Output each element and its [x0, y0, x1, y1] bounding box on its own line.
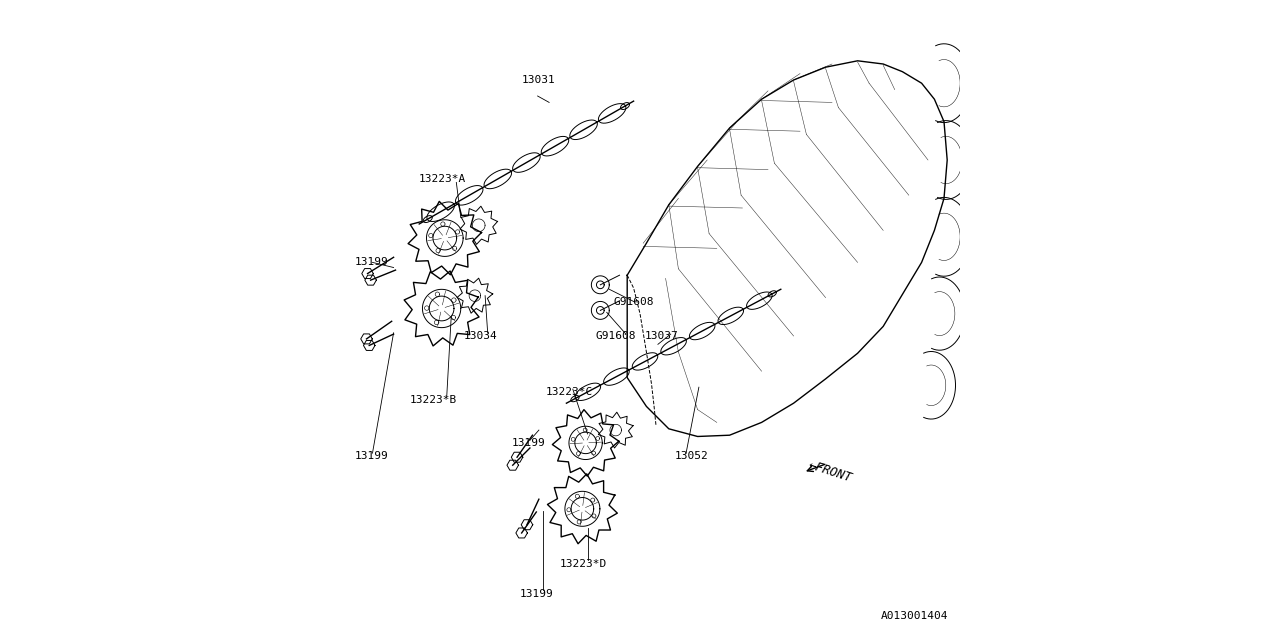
- Text: G91608: G91608: [595, 331, 636, 341]
- Text: 13223*A: 13223*A: [420, 174, 466, 184]
- Text: 13031: 13031: [522, 75, 556, 85]
- Text: 13223*D: 13223*D: [561, 559, 607, 570]
- Text: 13199: 13199: [512, 438, 545, 448]
- Text: A013001404: A013001404: [881, 611, 948, 621]
- Text: 13199: 13199: [520, 589, 553, 599]
- Text: 13034: 13034: [465, 331, 498, 341]
- Text: 13199: 13199: [356, 257, 389, 268]
- Text: 13052: 13052: [676, 451, 709, 461]
- Text: 13199: 13199: [356, 451, 389, 461]
- Text: 13037: 13037: [645, 331, 678, 341]
- Text: 13223*C: 13223*C: [545, 387, 593, 397]
- Text: G91608: G91608: [613, 297, 654, 307]
- Text: ←FRONT: ←FRONT: [806, 458, 854, 485]
- Text: 13223*B: 13223*B: [410, 395, 457, 405]
